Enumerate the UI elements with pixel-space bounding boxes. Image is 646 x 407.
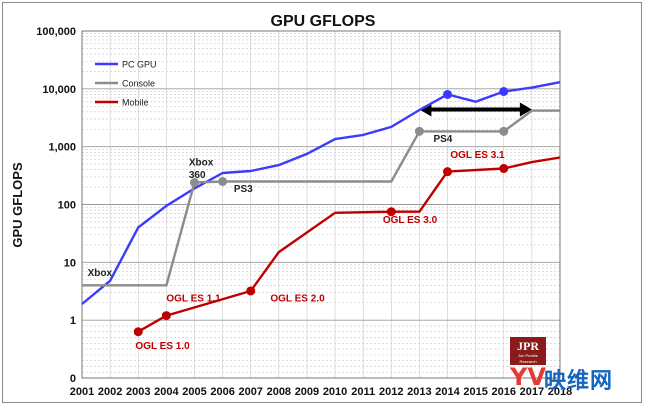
y-tick-label: 1,000 (48, 142, 76, 154)
series-marker (499, 163, 509, 173)
x-tick-label: 2009 (295, 386, 319, 398)
y-tick-label: 10 (64, 257, 76, 269)
brand-logo-letters: YV (510, 363, 546, 391)
series-marker (246, 286, 256, 296)
watermark: JPR Jon Peddie Research YV 映维网 (510, 337, 635, 394)
series-marker (443, 89, 453, 99)
annotation-label: OGL ES 1.1 (166, 294, 221, 305)
x-tick-label: 2007 (238, 386, 262, 398)
series-marker (218, 176, 228, 186)
y-tick-label: 100,000 (36, 26, 76, 38)
series-marker (386, 207, 396, 217)
series-line-console (82, 109, 560, 287)
jpr-subtitle: Jon Peddie Research (517, 353, 538, 364)
series-line-pc-gpu (81, 81, 561, 305)
y-tick-label: 100 (58, 200, 76, 212)
x-tick-label: 2013 (407, 386, 431, 398)
jpr-logo: JPR Jon Peddie Research (510, 337, 546, 365)
annotation-label: OGL ES 1.0 (135, 341, 190, 352)
x-tick-label: 2010 (323, 386, 347, 398)
series-marker (161, 311, 171, 321)
series-marker (499, 126, 509, 136)
chart-title: GPU GFLOPS (271, 13, 376, 30)
x-tick-label: 2002 (98, 386, 122, 398)
y-tick-label: 1 (70, 315, 76, 327)
x-tick-label: 2005 (182, 386, 206, 398)
y-axis-label: GPU GFLOPS (10, 162, 25, 248)
x-tick-label: 2016 (492, 386, 516, 398)
legend-entry: Mobile (122, 98, 149, 108)
annotation-label: OGL ES 2.0 (270, 294, 325, 305)
annotation-label: PS4 (433, 134, 452, 145)
annotation-label: PS3 (234, 184, 253, 195)
double-arrow-right-head (519, 102, 532, 117)
brand-logo-icon: YV (510, 363, 546, 391)
x-tick-label: 2014 (435, 386, 460, 398)
annotation-label: OGL ES 3.1 (450, 150, 505, 161)
series-marker (414, 126, 424, 136)
annotation-label: 360 (189, 170, 206, 181)
series-marker (133, 327, 143, 337)
series-layer (81, 81, 561, 337)
x-tick-label: 2015 (463, 386, 487, 398)
x-tick-label: 2008 (267, 386, 291, 398)
x-tick-label: 2006 (210, 386, 234, 398)
legend-entry: PC GPU (122, 60, 157, 70)
annotation-label: OGL ES 3.0 (383, 215, 438, 226)
x-tick-label: 2017 (520, 386, 544, 398)
chart-frame (2, 2, 642, 403)
brand-text: 映维网 (544, 369, 614, 394)
plot-area-border (81, 30, 561, 379)
annotation-label: Xbox (88, 268, 113, 279)
x-tick-label: 2018 (548, 386, 572, 398)
y-tick-label: 10,000 (42, 84, 76, 96)
legend-entry: Console (122, 79, 155, 89)
x-tick-label: 2004 (154, 386, 179, 398)
legend: PC GPU Console Mobile (95, 60, 157, 108)
axes: 0 1 10 100 1,000 10,000 100,000 2001 2002 2003 200… (36, 26, 572, 398)
annotation-label: Xbox (189, 158, 214, 169)
series-marker (443, 167, 453, 177)
x-tick-label: 2001 (70, 386, 94, 398)
x-tick-label: 2003 (126, 386, 150, 398)
series-marker (189, 178, 199, 188)
x-tick-label: 2011 (351, 386, 375, 398)
series-marker (499, 86, 509, 96)
x-tick-label: 2012 (379, 386, 403, 398)
y-tick-label: 0 (70, 373, 76, 385)
